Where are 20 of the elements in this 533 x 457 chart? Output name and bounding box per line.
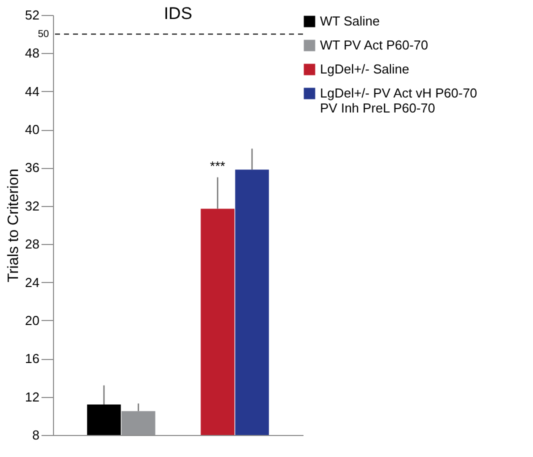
y-tick-label: 12 — [25, 389, 40, 404]
legend-label: WT PV Act P60-70 — [320, 38, 428, 52]
y-tick-label: 44 — [25, 84, 40, 99]
y-tick-label: 48 — [25, 46, 40, 61]
y-tick-label: 16 — [25, 351, 40, 366]
legend-label: LgDel+/- PV Act vH P60-70 PV Inh PreL P60-70 — [320, 86, 478, 116]
legend-label: WT Saline — [320, 14, 380, 28]
y-tick-label: 36 — [25, 160, 40, 176]
y-axis-title: Trials to Criterion — [5, 168, 22, 282]
y-tick-label: 20 — [25, 312, 40, 328]
y-tick-label: 32 — [25, 198, 40, 214]
annotation: *** — [210, 158, 226, 174]
y-tick-label: 24 — [25, 274, 40, 290]
y-tick-label: 28 — [25, 236, 40, 252]
y-tick-label: 40 — [25, 122, 40, 138]
y-tick-label: 8 — [32, 428, 40, 442]
y-tick-label: 52 — [25, 8, 40, 22]
legend-label: LgDel+/- Saline — [320, 62, 410, 76]
ref-line-label: 50 — [38, 29, 50, 40]
chart-title: IDS — [164, 4, 192, 23]
